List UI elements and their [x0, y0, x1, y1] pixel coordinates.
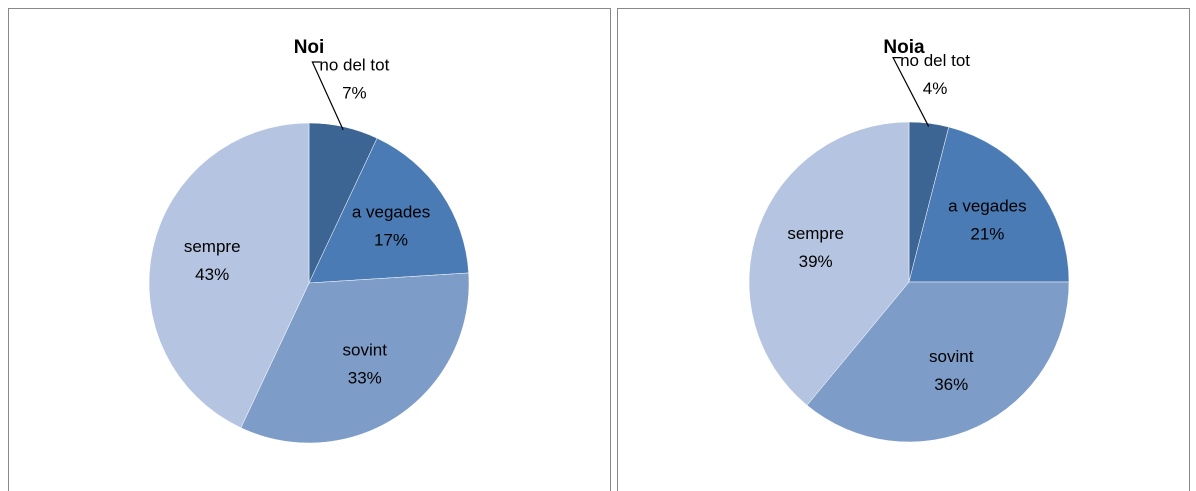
leader-line [892, 57, 930, 127]
chart-title: Noi [294, 37, 325, 58]
slice-value-label: 21% [970, 225, 1004, 244]
pie-slice [748, 121, 910, 406]
slice-label: sovint [343, 341, 388, 360]
pie-slice [806, 281, 1070, 443]
slice-value-label: 4% [923, 79, 948, 98]
slice-label: a vegades [948, 197, 1026, 216]
chart-title: Noia [883, 37, 925, 58]
slice-value-label: 36% [934, 375, 968, 394]
leader-line [311, 61, 344, 131]
pie-slice [240, 272, 470, 444]
slice-label: sempre [787, 224, 844, 243]
pie-slice [908, 126, 1070, 283]
slice-value-label: 17% [374, 231, 408, 250]
slice-label: sovint [929, 347, 974, 366]
slice-label: a vegades [352, 203, 430, 222]
slice-value-label: 43% [195, 265, 229, 284]
pie-slice [148, 122, 310, 429]
slice-label: no del tot [900, 51, 970, 70]
slice-label: sempre [184, 237, 241, 256]
slice-label: no del tot [319, 55, 389, 74]
slice-value-label: 7% [342, 83, 367, 102]
slice-value-label: 39% [799, 252, 833, 271]
slice-value-label: 33% [348, 369, 382, 388]
pie-slice [308, 137, 469, 284]
